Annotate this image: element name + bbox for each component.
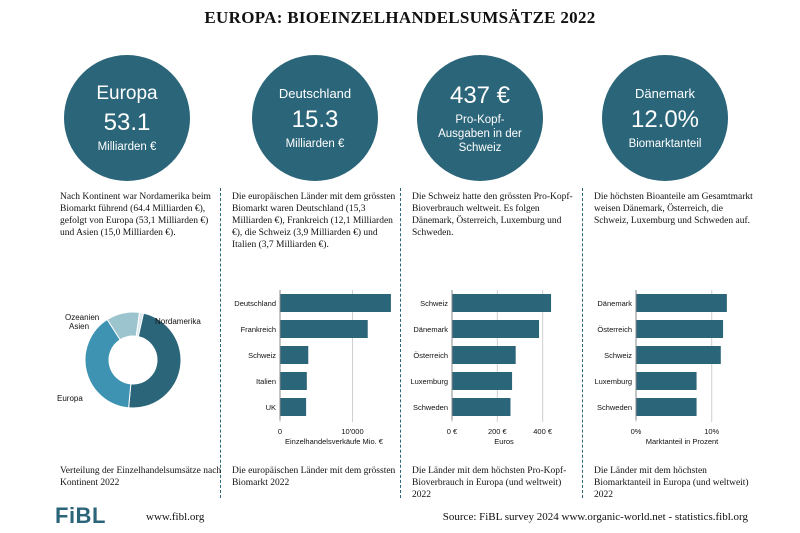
category-label: Frankreich (241, 325, 276, 334)
kpi-circle-switzerland: 437 € Pro-Kopf-Ausgaben in der Schweiz (417, 55, 543, 181)
bar-chart-market-share: 0% 10% Dänemark Österreich Schweiz Luxemburg S… (594, 290, 727, 446)
bar-österreich (636, 320, 724, 338)
kpi-value: 437 € (449, 82, 511, 109)
x-axis-label: Einzelhandelsverkäufe Mio. € (285, 437, 384, 446)
caption-continents: Verteilung der Einzelhandelsumsätze nach… (60, 466, 222, 488)
bar-italien (280, 372, 307, 390)
bar-schweden (636, 398, 697, 416)
kpi-unit: Pro-Kopf-Ausgaben in der Schweiz (438, 114, 522, 154)
source-note: Source: FiBL survey 2024 www.organic-wor… (442, 511, 748, 523)
donut-slice-nordamerika (128, 312, 182, 409)
donut-slice-europa (84, 318, 132, 409)
category-label: Luxemburg (594, 377, 632, 386)
bar-dänemark (452, 320, 540, 338)
x-tick-label: 0 € (447, 427, 458, 436)
description-per-capita: Die Schweiz hatte den grössten Pro-Kopf-… (412, 192, 573, 238)
category-label: Deutschland (234, 299, 276, 308)
x-axis-label: Marktanteil in Prozent (646, 437, 719, 446)
kpi-circle-denmark: Dänemark 12.0% Biomarktanteil (602, 55, 728, 181)
x-tick-label: 0 (278, 427, 282, 436)
donut-label: Asien (69, 322, 89, 331)
column-divider (220, 188, 221, 498)
category-label: Schweiz (604, 351, 632, 360)
kpi-unit: Milliarden € (97, 140, 157, 153)
page-title: EUROPA: BIOEINZELHANDELSUMSÄTZE 2022 (204, 8, 596, 27)
x-tick-label: 200 € (488, 427, 508, 436)
bar-schweiz (636, 346, 721, 364)
bar-deutschland (280, 294, 391, 312)
x-axis-label: Euros (494, 437, 514, 446)
bar-schweiz (280, 346, 309, 364)
category-label: Schweden (597, 403, 632, 412)
kpi-label: Dänemark (635, 85, 695, 101)
bar-schweden (452, 398, 511, 416)
kpi-unit: Biomarktanteil (628, 137, 702, 150)
category-label: Schweden (413, 403, 448, 412)
caption-largest-markets: Die europäischen Länder mit dem grössten… (232, 466, 396, 488)
column-divider (582, 188, 583, 498)
x-tick-label: 0% (631, 427, 642, 436)
x-tick-label: 10% (704, 427, 719, 436)
website-link[interactable]: www.fibl.org (146, 511, 205, 523)
kpi-value: 15.3 (291, 105, 339, 133)
bar-luxemburg (636, 372, 697, 390)
bar-schweiz (452, 294, 552, 312)
bar-luxemburg (452, 372, 513, 390)
category-label: Dänemark (413, 325, 448, 334)
kpi-value: 53.1 (103, 108, 151, 136)
category-label: Österreich (413, 351, 448, 360)
donut-label: Europa (57, 394, 83, 403)
bar-chart-largest-markets: 0 10'000 Deutschland Frankreich Schweiz Itali… (234, 290, 391, 446)
bar-österreich (452, 346, 516, 364)
description-market-share: Die höchsten Bioanteile am Gesamtmarkt w… (594, 192, 753, 226)
description-continents: Nach Kontinent war Nordamerika beim Biom… (60, 192, 211, 238)
bar-chart-per-capita: 0 € 200 € 400 € Schweiz Dänemark Österreich Lu… (410, 290, 553, 446)
kpi-label: Deutschland (278, 85, 352, 101)
bar-uk (280, 398, 307, 416)
fibl-logo: FiBL (55, 503, 106, 528)
donut-slice-ozeanien (135, 311, 145, 338)
x-tick-label: 10'000 (341, 427, 363, 436)
kpi-circle-germany: Deutschland 15.3 Milliarden € (252, 55, 378, 181)
x-tick-label: 400 € (533, 427, 553, 436)
description-largest-markets: Die europäischen Länder mit dem grössten… (232, 192, 396, 250)
caption-per-capita: Die Länder mit dem höchsten Pro-Kopf-Bio… (412, 466, 567, 500)
kpi-circle-europe: Europa 53.1 Milliarden € (64, 55, 190, 181)
column-divider (400, 188, 401, 498)
category-label: Luxemburg (410, 377, 448, 386)
kpi-unit: Milliarden € (285, 137, 345, 150)
bar-frankreich (280, 320, 368, 338)
category-label: Italien (256, 377, 276, 386)
bar-dänemark (636, 294, 727, 312)
kpi-value: 12.0% (630, 105, 700, 133)
donut-label: Nordamerika (155, 317, 201, 326)
category-label: Österreich (597, 325, 632, 334)
category-label: Schweiz (248, 351, 276, 360)
category-label: Dänemark (597, 299, 632, 308)
kpi-label: Europa (96, 82, 158, 104)
donut-label: Ozeanien (65, 313, 99, 322)
category-label: Schweiz (420, 299, 448, 308)
caption-market-share: Die Länder mit dem höchsten Biomarktante… (594, 466, 749, 500)
category-label: UK (266, 403, 276, 412)
